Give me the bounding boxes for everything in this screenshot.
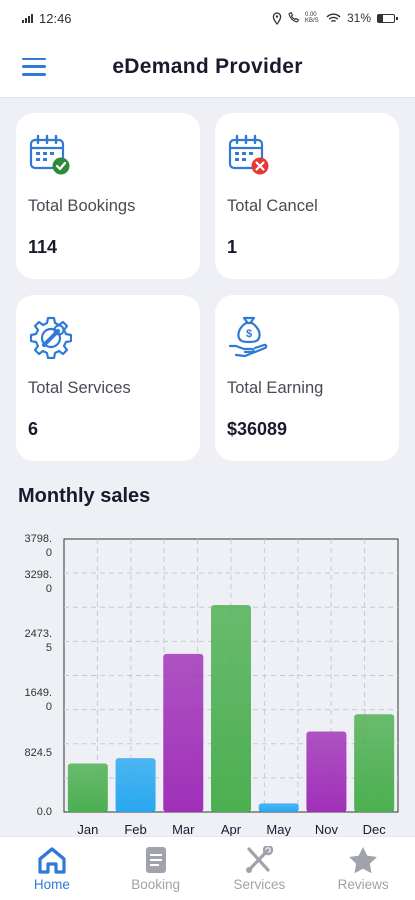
page-title: eDemand Provider [112,54,303,78]
x-tick-label: Apr [220,822,242,837]
menu-icon[interactable] [22,57,46,76]
x-tick-label: Mar [172,822,195,837]
stat-label: Total Cancel [227,197,318,215]
bar-dec [354,714,395,812]
wifi-icon [326,13,341,22]
bar-nov [306,731,347,812]
tools-icon [246,845,274,873]
bar-may [258,803,299,812]
status-right: 0.00 KB/S 31% [272,11,398,25]
y-tick-label: 824.5 [24,746,52,759]
stat-value: 6 [28,419,39,439]
nav-label: Reviews [337,876,389,892]
stat-value: 1 [227,237,238,257]
x-tick-label: Feb [124,822,147,837]
nav-item-home[interactable]: Home [7,846,97,892]
bottom-nav: Home Booking Services Reviews [0,836,415,900]
y-tick-label: 3798. 0 [24,533,52,559]
nav-item-reviews[interactable]: Reviews [318,846,408,892]
stat-label: Total Earning [227,379,324,397]
status-bar: 12:46 0.00 KB/S 31% [0,0,415,36]
stat-value: $36089 [227,419,288,439]
calendar-cancel-icon [227,133,271,177]
x-tick-label: Nov [314,822,338,837]
nav-item-services[interactable]: Services [214,845,304,892]
section-title-monthly-sales: Monthly sales [18,485,151,507]
call-wifi-icon [288,12,300,23]
x-tick-label: Dec [362,822,386,837]
calendar-check-icon [28,133,72,177]
bar-feb [115,758,156,812]
battery-percent: 31% [346,11,371,25]
y-tick-label: 2473. 5 [24,628,52,655]
star-icon [349,846,377,873]
stat-label: Total Services [28,379,131,397]
stat-value: 114 [28,237,58,257]
gear-wrench-icon [28,315,73,360]
status-time: 12:46 [39,10,72,26]
money-bag-hand-icon: $ [227,315,271,359]
nav-label: Services [233,876,286,892]
booking-doc-icon [145,846,166,873]
x-tick-label: Jan [77,822,99,837]
svg-text:$: $ [246,328,252,340]
stat-card-total-bookings[interactable]: Total Bookings 114 [16,113,200,279]
stat-card-total-services[interactable]: Total Services 6 [16,295,200,461]
y-tick-label: 0.0 [36,806,52,818]
status-left: 12:46 [22,11,72,26]
chart-svg [63,538,399,813]
bar-jan [67,763,108,812]
battery-level [378,14,383,22]
y-tick-label: 1649. 0 [24,687,52,714]
signal-icon [22,13,33,23]
bar-apr [211,604,251,812]
nav-label: Booking [131,876,181,892]
monthly-sales-chart: 0.0 824.5 1649. 0 2473. 5 3298. 0 3798. 0 Jan Feb M… [0,520,415,840]
stat-label: Total Bookings [28,197,136,215]
nav-item-booking[interactable]: Booking [111,846,201,892]
network-speed: 0.00 KB/S [304,12,319,24]
stat-card-total-cancel[interactable]: Total Cancel 1 [215,113,399,279]
x-tick-label: May [266,822,291,837]
status-icons: 0.00 KB/S [272,11,341,25]
bar-mar [163,653,204,812]
app-bar: eDemand Provider [0,36,415,98]
stat-card-total-earning[interactable]: $ Total Earning $36089 [215,295,399,461]
home-icon [38,846,66,874]
y-tick-label: 3298. 0 [24,568,52,595]
nav-label: Home [33,876,70,892]
battery-icon [377,13,398,23]
location-icon [272,11,282,25]
